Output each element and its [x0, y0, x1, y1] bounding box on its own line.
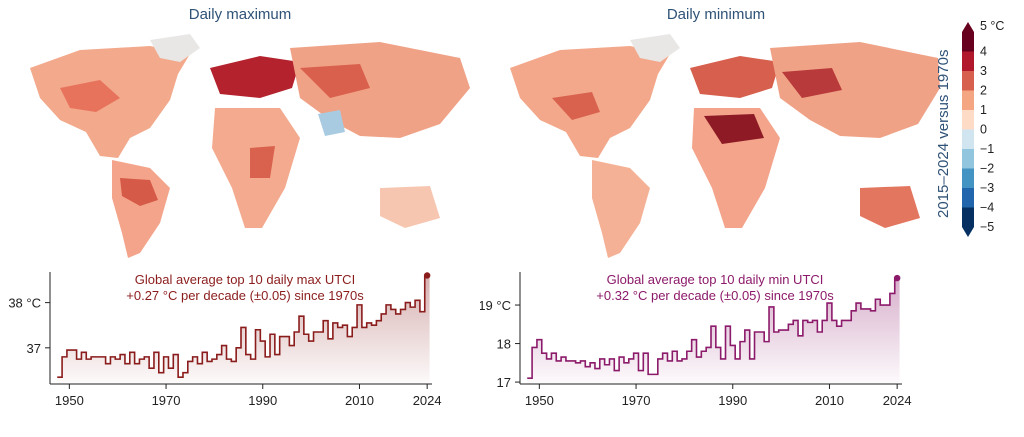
colorbar-label: −5 [980, 220, 994, 234]
colorbar-segment [962, 51, 974, 71]
colorbar-label: −1 [980, 142, 994, 156]
x-tick-label: 2024 [883, 393, 912, 408]
colorbar-label: 4 [980, 45, 987, 59]
y-tick-label: 19 °C [480, 298, 511, 313]
colorbar-label: 0 [980, 123, 987, 137]
colorbar-segment [962, 188, 974, 208]
colorbar-bottom-arrow [962, 227, 974, 237]
y-tick-label: 18 [497, 337, 511, 352]
x-tick-label: 2010 [815, 393, 844, 408]
chart-subtitle: +0.27 °C per decade (±0.05) since 1970s [126, 288, 364, 303]
colorbar-segment [962, 149, 974, 169]
chart-title: Global average top 10 daily max UTCI [135, 272, 355, 287]
x-tick-label: 1970 [622, 393, 651, 408]
endpoint-marker [893, 274, 901, 282]
colorbar: 5 °C 4 3 2 1 0 −1 −2 −3 −4 −5 [962, 19, 1004, 237]
colorbar-label: 1 [980, 103, 987, 117]
map-daily-max [30, 34, 470, 258]
chart-title: Global average top 10 daily min UTCI [607, 272, 824, 287]
australia [380, 186, 440, 228]
colorbar-segment [962, 32, 974, 52]
map-daily-min [510, 34, 940, 258]
colorbar-segment [962, 71, 974, 91]
x-tick-label: 1950 [525, 393, 554, 408]
y-tick-label: 37 [27, 341, 41, 356]
chart-subtitle: +0.32 °C per decade (±0.05) since 1970s [596, 288, 834, 303]
map-title-max: Daily maximum [188, 6, 292, 23]
world-map-max [30, 34, 470, 258]
x-tick-label: 1950 [55, 393, 84, 408]
colorbar-segment [962, 110, 974, 130]
y-tick-label: 38 °C [8, 296, 41, 311]
map-title-min: Daily minimum [666, 6, 766, 23]
colorbar-title: 2015–2024 versus 1970s [935, 49, 952, 218]
colorbar-label: −3 [980, 181, 994, 195]
colorbar-top-arrow [962, 22, 974, 32]
europe [210, 56, 300, 98]
colorbar-label: −2 [980, 162, 994, 176]
greenland [150, 34, 200, 62]
south-america [112, 160, 170, 258]
chart-daily-min: 19 °C 18 17 1950 1970 1990 2010 2024 Global aver… [480, 272, 912, 408]
series-line [57, 274, 430, 379]
colorbar-segment [962, 90, 974, 110]
y-tick-label: 17 [497, 375, 511, 390]
colorbar-label: 3 [980, 64, 987, 78]
colorbar-segment [962, 168, 974, 188]
asia [290, 42, 470, 138]
x-tick-label: 2024 [413, 393, 442, 408]
series-line [527, 277, 900, 380]
endpoint-marker [423, 272, 431, 279]
x-tick-label: 1990 [718, 393, 747, 408]
colorbar-segment [962, 207, 974, 227]
x-tick-label: 1970 [152, 393, 181, 408]
colorbar-label: −4 [980, 201, 994, 215]
colorbar-segment [962, 129, 974, 149]
x-tick-label: 2010 [345, 393, 374, 408]
chart-daily-max: 38 °C 37 1950 1970 1990 2010 2024 Global averag… [8, 272, 442, 408]
colorbar-label: 5 °C [980, 19, 1004, 33]
world-map-min [510, 34, 940, 258]
x-tick-label: 1990 [248, 393, 277, 408]
colorbar-label: 2 [980, 84, 987, 98]
series-area [57, 275, 430, 384]
